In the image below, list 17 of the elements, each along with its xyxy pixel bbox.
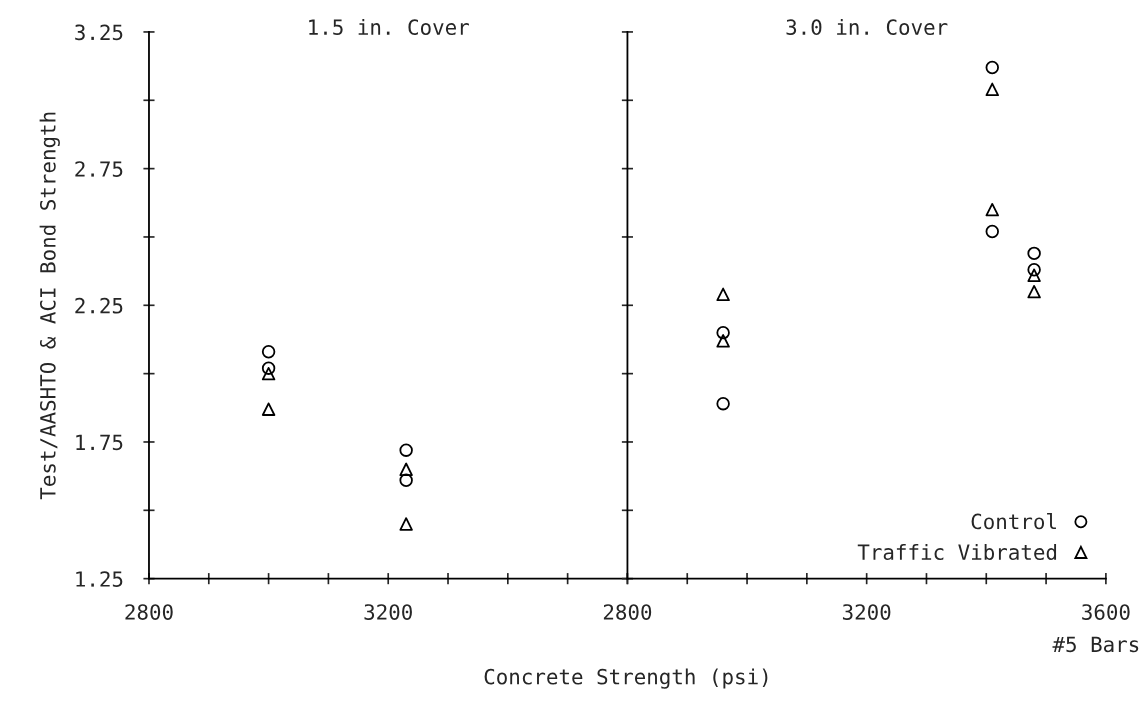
chart-title: 3.0 in. Cover [786, 18, 948, 36]
x-tick-label: 2800 [603, 604, 652, 620]
x-tick-label: 3600 [1082, 604, 1130, 620]
legend-label: Control [971, 513, 1056, 530]
x-tick-label: 3200 [364, 604, 412, 620]
y-tick-label: 1.75 [76, 434, 123, 451]
y-tick-label: 3.25 [75, 24, 123, 41]
chart-title: 1.5 in. Cover [309, 18, 469, 36]
legend-label: Traffic Vibrated [857, 543, 1057, 561]
text: #5 Bars [1052, 636, 1139, 653]
y-tick-label: 2.25 [75, 297, 123, 314]
y-tick-label: 1.25 [76, 571, 123, 587]
y-tick-label: 2.75 [75, 161, 123, 177]
x-tick-label: 3200 [842, 604, 891, 620]
y-axis-title: Test/AASHTO & ACI Bond Strength [39, 112, 60, 500]
x-tick-label: 2800 [125, 604, 173, 620]
x-axis-title: Concrete Strength (psi) [484, 668, 768, 689]
